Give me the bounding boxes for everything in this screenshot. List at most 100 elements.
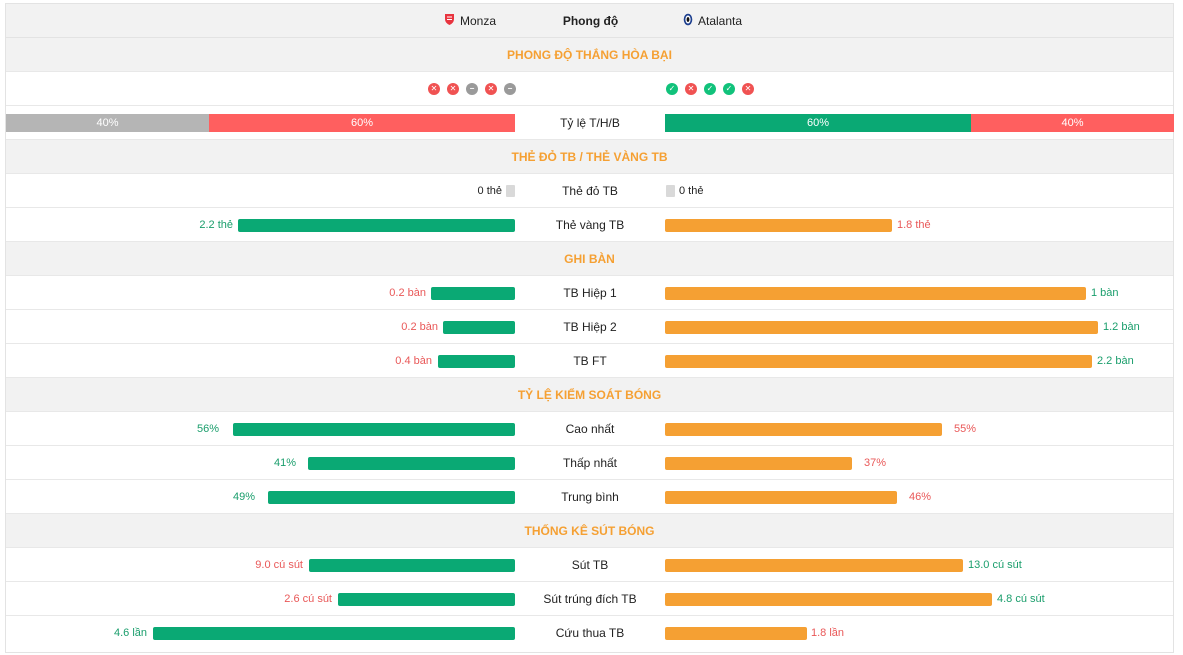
yellow-card-row: 2.2 thẻ Thẻ vàng TB 1.8 thẻ bbox=[6, 208, 1173, 242]
form-loss-icon: ✕ bbox=[447, 83, 459, 95]
home-h2-bar bbox=[443, 321, 515, 334]
red-card-row: 0 thẻ Thẻ đỏ TB 0 thẻ bbox=[6, 174, 1173, 208]
home-ratio-bar-first: 40% bbox=[6, 114, 209, 132]
home-on-target-bar bbox=[338, 593, 515, 606]
goals-h2-row: 0.2 bàn TB Hiệp 2 1.2 bàn bbox=[6, 310, 1173, 344]
home-min-bar bbox=[308, 457, 515, 470]
red-card-label: Thẻ đỏ TB bbox=[562, 184, 618, 198]
section-goals-title: GHI BÀN bbox=[564, 252, 615, 266]
away-on-target-bar bbox=[665, 593, 992, 606]
away-yellow-value: 1.8 thẻ bbox=[897, 219, 931, 231]
away-avg-value: 46% bbox=[909, 491, 932, 503]
avg-label: Trung bình bbox=[561, 490, 619, 504]
section-shots: THỐNG KÊ SÚT BÓNG bbox=[6, 514, 1173, 548]
away-avg-bar bbox=[665, 491, 897, 504]
away-ft-value: 2.2 bàn bbox=[1097, 355, 1134, 367]
home-avg-bar bbox=[268, 491, 515, 504]
goals-h1-row: 0.2 bàn TB Hiệp 1 1 bàn bbox=[6, 276, 1173, 310]
form-loss-icon: ✕ bbox=[685, 83, 697, 95]
away-on-target-value: 4.8 cú sút bbox=[997, 593, 1045, 605]
shots-on-target-row: 2.6 cú sút Sút trúng đích TB 4.8 cú sút bbox=[6, 582, 1173, 616]
away-h2-value: 1.2 bàn bbox=[1103, 321, 1140, 333]
form-loss-icon: ✕ bbox=[428, 83, 440, 95]
section-shots-title: THỐNG KÊ SÚT BÓNG bbox=[524, 524, 655, 538]
form-draw-icon: − bbox=[504, 83, 516, 95]
saves-label: Cứu thua TB bbox=[555, 626, 625, 640]
home-h2-value: 0.2 bàn bbox=[401, 321, 438, 333]
away-yellow-bar bbox=[665, 219, 892, 232]
form-win-icon: ✓ bbox=[666, 83, 678, 95]
ratio-label: Tỷ lệ T/H/B bbox=[560, 116, 620, 130]
monza-crest-icon bbox=[444, 13, 455, 29]
form-dots-row: ✕ ✕ − ✕ − ✓ ✕ ✓ ✓ ✕ bbox=[6, 72, 1173, 106]
comparison-panel: Monza Phong độ Atalanta PHONG ĐỘ THẮNG H… bbox=[5, 3, 1174, 653]
form-win-icon: ✓ bbox=[723, 83, 735, 95]
possession-min-row: 41% Thấp nhất 37% bbox=[6, 446, 1173, 480]
away-red-card-value: 0 thẻ bbox=[679, 185, 704, 197]
home-yellow-bar bbox=[238, 219, 515, 232]
away-saves-bar bbox=[665, 627, 807, 640]
yellow-card-label: Thẻ vàng TB bbox=[555, 218, 625, 232]
home-ft-value: 0.4 bàn bbox=[395, 355, 432, 367]
section-cards: THẺ ĐỎ TB / THẺ VÀNG TB bbox=[6, 140, 1173, 174]
possession-avg-row: 49% Trung bình 46% bbox=[6, 480, 1173, 514]
away-form-dots: ✓ ✕ ✓ ✓ ✕ bbox=[666, 72, 754, 106]
home-saves-value: 4.6 lần bbox=[113, 627, 147, 639]
away-team[interactable]: Atalanta bbox=[683, 4, 742, 38]
away-min-bar bbox=[665, 457, 852, 470]
min-label: Thấp nhất bbox=[562, 456, 618, 470]
home-ft-bar bbox=[438, 355, 515, 368]
on-target-label: Sút trúng đích TB bbox=[543, 592, 637, 606]
atalanta-crest-icon bbox=[683, 13, 693, 29]
away-shots-value: 13.0 cú sút bbox=[968, 559, 1022, 571]
home-team-name: Monza bbox=[460, 14, 497, 28]
form-ratio-row: 40% 60% Tỷ lệ T/H/B 60% 40% bbox=[6, 106, 1174, 140]
max-label: Cao nhất bbox=[565, 422, 615, 436]
section-form-title: PHONG ĐỘ THẮNG HÒA BẠI bbox=[507, 48, 672, 62]
away-h1-bar bbox=[665, 287, 1086, 300]
away-min-value: 37% bbox=[864, 457, 887, 469]
away-team-name: Atalanta bbox=[698, 14, 743, 28]
section-form: PHONG ĐỘ THẮNG HÒA BẠI bbox=[6, 38, 1173, 72]
home-h1-value: 0.2 bàn bbox=[389, 287, 426, 299]
away-h2-bar bbox=[665, 321, 1098, 334]
shots-label: Sút TB bbox=[571, 558, 609, 572]
home-form-dots: ✕ ✕ − ✕ − bbox=[428, 72, 516, 106]
home-red-card-value: 0 thẻ bbox=[477, 185, 502, 197]
home-yellow-value: 2.2 thẻ bbox=[199, 219, 233, 231]
section-goals: GHI BÀN bbox=[6, 242, 1173, 276]
form-loss-icon: ✕ bbox=[485, 83, 497, 95]
saves-row: 4.6 lần Cứu thua TB 1.8 lần bbox=[6, 616, 1173, 650]
goals-ft-row: 0.4 bàn TB FT 2.2 bàn bbox=[6, 344, 1173, 378]
possession-max-row: 56% Cao nhất 55% bbox=[6, 412, 1173, 446]
home-saves-bar bbox=[153, 627, 515, 640]
away-max-value: 55% bbox=[954, 423, 977, 435]
form-loss-icon: ✕ bbox=[742, 83, 754, 95]
ft-label: TB FT bbox=[573, 354, 607, 368]
home-shots-bar bbox=[309, 559, 515, 572]
away-shots-bar bbox=[665, 559, 963, 572]
away-h1-value: 1 bàn bbox=[1091, 287, 1119, 299]
home-red-card-icon bbox=[506, 185, 515, 197]
comparison-title: Phong độ bbox=[562, 14, 619, 28]
away-ratio-bar-second: 40% bbox=[971, 114, 1174, 132]
home-h1-bar bbox=[431, 287, 515, 300]
home-ratio-bar-second: 60% bbox=[209, 114, 515, 132]
home-max-value: 56% bbox=[196, 423, 219, 435]
away-red-card-icon bbox=[666, 185, 675, 197]
away-ft-bar bbox=[665, 355, 1092, 368]
h1-label: TB Hiệp 1 bbox=[563, 286, 617, 300]
home-avg-value: 49% bbox=[232, 491, 255, 503]
away-ratio-bar-first: 60% bbox=[665, 114, 971, 132]
comparison-header: Monza Phong độ Atalanta bbox=[6, 4, 1173, 38]
h2-label: TB Hiệp 2 bbox=[563, 320, 617, 334]
section-possession-title: TỶ LỆ KIỂM SOÁT BÓNG bbox=[517, 388, 662, 402]
section-cards-title: THẺ ĐỎ TB / THẺ VÀNG TB bbox=[511, 150, 668, 164]
form-win-icon: ✓ bbox=[704, 83, 716, 95]
away-saves-value: 1.8 lần bbox=[811, 627, 845, 639]
home-min-value: 41% bbox=[273, 457, 296, 469]
shots-row: 9.0 cú sút Sút TB 13.0 cú sút bbox=[6, 548, 1173, 582]
home-max-bar bbox=[233, 423, 515, 436]
section-possession: TỶ LỆ KIỂM SOÁT BÓNG bbox=[6, 378, 1173, 412]
home-team[interactable]: Monza bbox=[444, 4, 496, 38]
